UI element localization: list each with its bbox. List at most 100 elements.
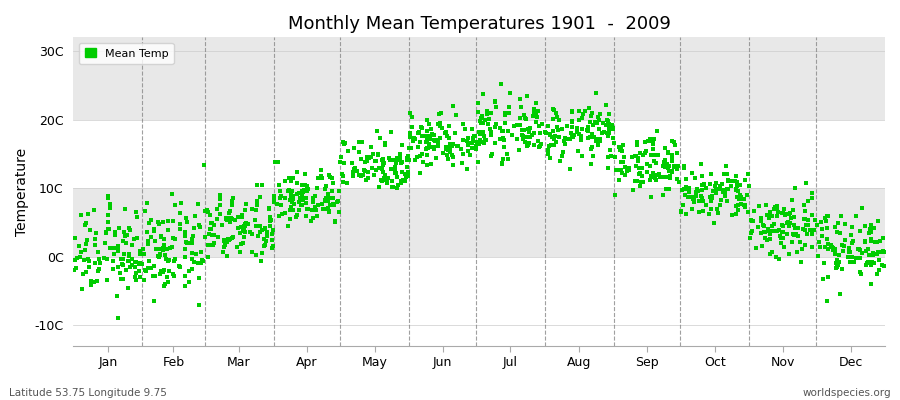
Point <box>775 223 789 229</box>
Point <box>151 221 166 227</box>
Point <box>665 168 680 175</box>
Point <box>818 218 832 224</box>
Point <box>402 145 417 152</box>
Point <box>513 115 527 122</box>
Point <box>421 145 436 151</box>
Point <box>273 195 287 201</box>
Point <box>851 246 866 252</box>
Point <box>294 188 309 194</box>
Point <box>716 188 730 195</box>
Point <box>174 200 188 207</box>
Point <box>105 258 120 264</box>
Point <box>522 128 536 135</box>
Point <box>870 249 885 255</box>
Point <box>473 120 488 126</box>
Point <box>330 199 345 206</box>
Point <box>638 149 652 156</box>
Point <box>761 215 776 221</box>
Point <box>473 118 488 124</box>
Point <box>651 152 665 158</box>
Point <box>304 218 319 224</box>
Point <box>590 90 604 96</box>
Point <box>658 164 672 170</box>
Point <box>428 132 442 138</box>
Point <box>456 120 471 127</box>
Point <box>877 248 891 255</box>
Point <box>838 221 852 228</box>
Point <box>443 149 457 155</box>
Point <box>327 202 341 208</box>
Point <box>644 194 659 200</box>
Point <box>758 228 772 235</box>
Point <box>123 227 138 233</box>
Point <box>431 141 446 147</box>
Point <box>248 223 263 229</box>
Bar <box>74 188 885 256</box>
Point <box>177 232 192 239</box>
Point <box>69 264 84 271</box>
Point <box>221 236 236 243</box>
Point <box>319 206 333 212</box>
Point <box>253 223 267 230</box>
Point <box>557 135 572 141</box>
Point <box>716 171 731 177</box>
Point <box>649 160 663 166</box>
Point <box>74 212 88 218</box>
Point <box>516 136 530 143</box>
Point <box>390 185 404 192</box>
Point <box>141 241 156 247</box>
Point <box>520 143 535 150</box>
Point <box>78 220 93 226</box>
Point <box>336 139 350 146</box>
Point <box>160 274 175 280</box>
Point <box>850 255 864 262</box>
Point <box>421 121 436 128</box>
Point <box>135 246 149 253</box>
Point <box>113 275 128 282</box>
Point <box>587 134 601 141</box>
Point <box>782 210 796 216</box>
Point <box>440 152 454 158</box>
Point <box>825 243 840 250</box>
Point <box>875 262 889 269</box>
Point <box>677 186 691 192</box>
Point <box>298 182 312 188</box>
Point <box>267 159 282 166</box>
Point <box>152 270 166 277</box>
Point <box>557 138 572 144</box>
Point <box>600 117 615 123</box>
Point <box>103 205 117 212</box>
Point <box>125 256 140 262</box>
Point <box>217 238 231 244</box>
Point <box>497 137 511 143</box>
Point <box>483 129 498 136</box>
Point <box>826 244 841 251</box>
Point <box>867 224 881 231</box>
Point <box>703 180 717 187</box>
Point <box>690 186 705 193</box>
Point <box>810 222 824 228</box>
Point <box>189 251 203 257</box>
Point <box>456 137 471 144</box>
Point <box>702 211 716 218</box>
Point <box>152 252 166 258</box>
Point <box>461 148 475 154</box>
Point <box>520 142 535 148</box>
Point <box>770 212 785 219</box>
Point <box>787 214 801 220</box>
Point <box>238 206 253 213</box>
Point <box>375 156 390 163</box>
Point <box>592 111 607 117</box>
Point <box>153 251 167 258</box>
Point <box>580 124 595 130</box>
Point <box>133 274 148 280</box>
Point <box>296 189 310 195</box>
Point <box>223 236 238 242</box>
Point <box>373 134 387 141</box>
Point <box>271 158 285 165</box>
Point <box>360 154 374 160</box>
Point <box>852 269 867 275</box>
Point <box>132 248 147 254</box>
Point <box>420 162 435 169</box>
Point <box>129 270 143 276</box>
